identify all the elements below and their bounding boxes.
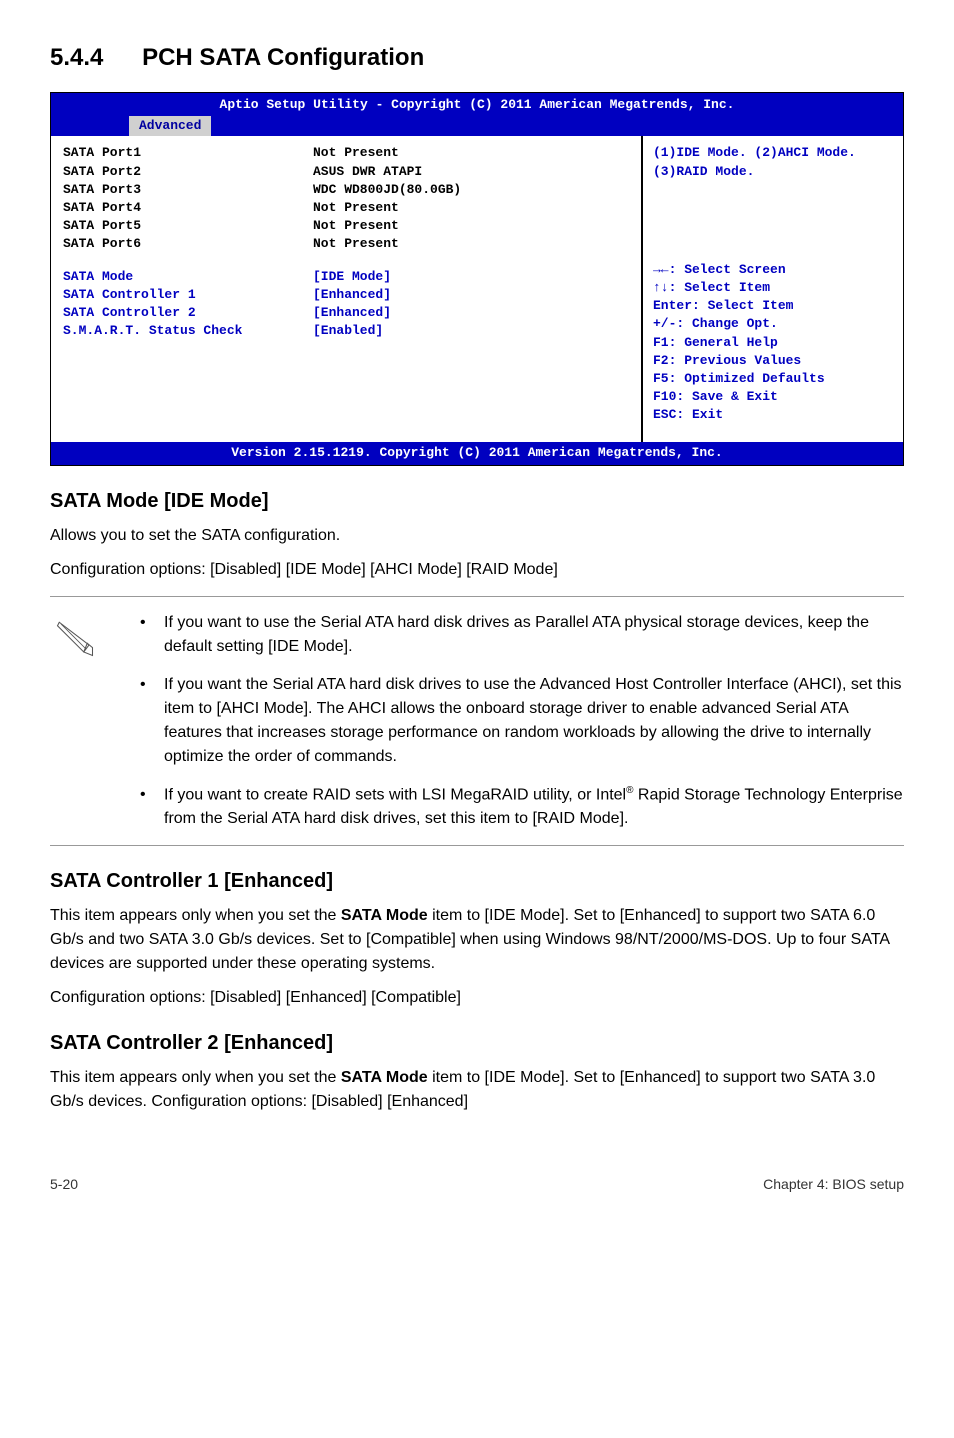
bios-row-label: SATA Port6 xyxy=(63,235,313,253)
bios-row-label: SATA Port4 xyxy=(63,199,313,217)
bios-row-value: ASUS DWR ATAPI xyxy=(313,163,629,181)
bios-row-value: [IDE Mode] xyxy=(313,268,629,286)
pencil-icon xyxy=(50,611,110,667)
bios-nav-line: F10: Save & Exit xyxy=(653,388,893,406)
sata-mode-desc1: Allows you to set the SATA configuration… xyxy=(50,524,904,548)
bios-block1: SATA Port1Not Present SATA Port2ASUS DWR… xyxy=(63,144,629,253)
bios-row-value: Not Present xyxy=(313,235,629,253)
bios-footer: Version 2.15.1219. Copyright (C) 2011 Am… xyxy=(51,442,903,464)
note-box: If you want to use the Serial ATA hard d… xyxy=(50,596,904,846)
bios-row-value: [Enabled] xyxy=(313,322,629,340)
bios-row-value: Not Present xyxy=(313,199,629,217)
ctrl1-para1: This item appears only when you set the … xyxy=(50,904,904,976)
bios-nav-line: F2: Previous Values xyxy=(653,352,893,370)
note-item: If you want to use the Serial ATA hard d… xyxy=(140,611,904,659)
bios-row-label: SATA Controller 2 xyxy=(63,304,313,322)
bios-row-value: [Enhanced] xyxy=(313,286,629,304)
section-heading: 5.4.4 PCH SATA Configuration xyxy=(50,40,904,76)
bios-row-label: SATA Port1 xyxy=(63,144,313,162)
note-item: If you want to create RAID sets with LSI… xyxy=(140,783,904,831)
bios-row-value: Not Present xyxy=(313,217,629,235)
page-number: 5-20 xyxy=(50,1174,78,1195)
bios-row-label: SATA Port3 xyxy=(63,181,313,199)
bios-nav-line: ↑↓: Select Item xyxy=(653,279,893,297)
sata-mode-heading: SATA Mode [IDE Mode] xyxy=(50,486,904,516)
bios-row-label: SATA Port5 xyxy=(63,217,313,235)
bios-window: Aptio Setup Utility - Copyright (C) 2011… xyxy=(50,92,904,466)
bios-body: SATA Port1Not Present SATA Port2ASUS DWR… xyxy=(51,136,903,442)
bios-nav-line: Enter: Select Item xyxy=(653,297,893,315)
bios-left-pane: SATA Port1Not Present SATA Port2ASUS DWR… xyxy=(51,136,643,442)
chapter-label: Chapter 4: BIOS setup xyxy=(763,1174,904,1195)
bios-row-label: SATA Port2 xyxy=(63,163,313,181)
bios-tab-advanced: Advanced xyxy=(129,116,211,136)
bios-row-label: SATA Mode xyxy=(63,268,313,286)
bios-row-label: S.M.A.R.T. Status Check xyxy=(63,322,313,340)
bios-tab-row: Advanced xyxy=(59,116,895,136)
section-number: 5.4.4 xyxy=(50,40,103,76)
bios-nav-help: →←: Select Screen ↑↓: Select Item Enter:… xyxy=(653,181,893,425)
ctrl2-heading: SATA Controller 2 [Enhanced] xyxy=(50,1028,904,1058)
bios-header: Aptio Setup Utility - Copyright (C) 2011… xyxy=(51,93,903,136)
bios-nav-line: +/-: Change Opt. xyxy=(653,315,893,333)
bios-nav-line: →←: Select Screen xyxy=(653,261,893,279)
ctrl1-para2: Configuration options: [Disabled] [Enhan… xyxy=(50,986,904,1010)
bios-right-pane: (1)IDE Mode. (2)AHCI Mode. (3)RAID Mode.… xyxy=(643,136,903,442)
section-title: PCH SATA Configuration xyxy=(142,44,424,71)
bios-nav-line: F5: Optimized Defaults xyxy=(653,370,893,388)
bios-row-label: SATA Controller 1 xyxy=(63,286,313,304)
page-footer: 5-20 Chapter 4: BIOS setup xyxy=(50,1174,904,1195)
sata-mode-desc2: Configuration options: [Disabled] [IDE M… xyxy=(50,558,904,582)
bios-block2: SATA Mode[IDE Mode] SATA Controller 1[En… xyxy=(63,268,629,341)
bios-help-text: (1)IDE Mode. (2)AHCI Mode. (3)RAID Mode. xyxy=(653,144,893,180)
note-item: If you want the Serial ATA hard disk dri… xyxy=(140,673,904,769)
bios-nav-line: ESC: Exit xyxy=(653,406,893,424)
note-content: If you want to use the Serial ATA hard d… xyxy=(110,611,904,831)
bios-row-value: WDC WD800JD(80.0GB) xyxy=(313,181,629,199)
bios-header-title: Aptio Setup Utility - Copyright (C) 2011… xyxy=(59,96,895,114)
bios-nav-line: F1: General Help xyxy=(653,334,893,352)
bios-row-value: Not Present xyxy=(313,144,629,162)
ctrl2-para1: This item appears only when you set the … xyxy=(50,1066,904,1114)
bios-row-value: [Enhanced] xyxy=(313,304,629,322)
ctrl1-heading: SATA Controller 1 [Enhanced] xyxy=(50,866,904,896)
